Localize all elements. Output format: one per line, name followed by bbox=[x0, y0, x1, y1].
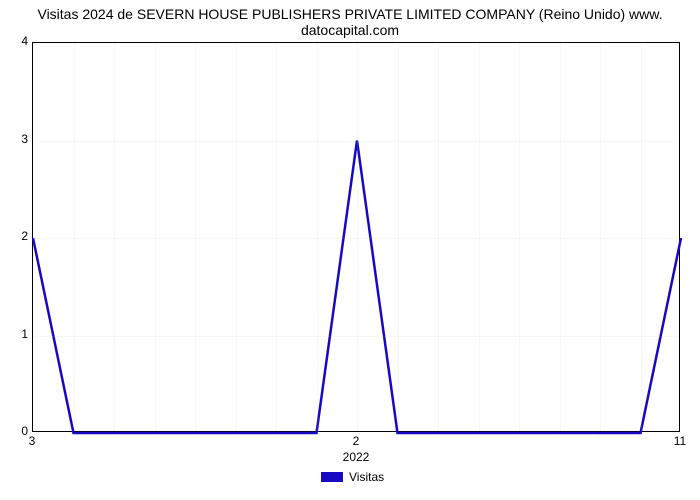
gridline-v bbox=[398, 43, 399, 431]
xtick-minor: . bbox=[313, 434, 319, 439]
xaxis-label: 2022 bbox=[306, 450, 406, 464]
xtick-minor: . bbox=[70, 434, 76, 439]
xtick-minor: . bbox=[232, 434, 238, 439]
gridline-v bbox=[317, 43, 318, 431]
gridline-h bbox=[33, 336, 679, 337]
gridline-h bbox=[33, 238, 679, 239]
gridline-v bbox=[195, 43, 196, 431]
ytick-label: 2 bbox=[10, 229, 28, 243]
ytick-label: 3 bbox=[10, 132, 28, 146]
gridline-h bbox=[33, 141, 679, 142]
legend: Visitas bbox=[321, 470, 384, 484]
chart-container: Visitas 2024 de SEVERN HOUSE PUBLISHERS … bbox=[0, 0, 700, 500]
xtick-minor: . bbox=[434, 434, 440, 439]
gridline-v bbox=[519, 43, 520, 431]
chart-title: Visitas 2024 de SEVERN HOUSE PUBLISHERS … bbox=[0, 0, 700, 40]
xtick-minor: . bbox=[637, 434, 643, 439]
xtick-label: 2 bbox=[341, 434, 371, 448]
xtick-minor: . bbox=[596, 434, 602, 439]
gridline-v bbox=[438, 43, 439, 431]
gridline-v bbox=[479, 43, 480, 431]
legend-swatch bbox=[321, 472, 343, 482]
xtick-minor: . bbox=[110, 434, 116, 439]
xtick-minor: . bbox=[151, 434, 157, 439]
title-line2: datocapital.com bbox=[301, 22, 399, 38]
xtick-minor: . bbox=[394, 434, 400, 439]
xtick-minor: . bbox=[556, 434, 562, 439]
ytick-label: 1 bbox=[10, 327, 28, 341]
gridline-v bbox=[114, 43, 115, 431]
gridline-v bbox=[641, 43, 642, 431]
gridline-v bbox=[155, 43, 156, 431]
xtick-minor: . bbox=[191, 434, 197, 439]
plot-area bbox=[32, 42, 680, 432]
xtick-minor: . bbox=[515, 434, 521, 439]
gridline-v bbox=[236, 43, 237, 431]
gridline-v bbox=[600, 43, 601, 431]
legend-label: Visitas bbox=[349, 470, 384, 484]
xtick-minor: . bbox=[272, 434, 278, 439]
gridline-v bbox=[560, 43, 561, 431]
ytick-label: 4 bbox=[10, 34, 28, 48]
xtick-label: 3 bbox=[17, 434, 47, 448]
gridline-v bbox=[74, 43, 75, 431]
xtick-label: 11 bbox=[665, 434, 695, 448]
gridline-v bbox=[357, 43, 358, 431]
gridline-v bbox=[276, 43, 277, 431]
xtick-minor: . bbox=[475, 434, 481, 439]
title-line1: Visitas 2024 de SEVERN HOUSE PUBLISHERS … bbox=[37, 6, 662, 22]
